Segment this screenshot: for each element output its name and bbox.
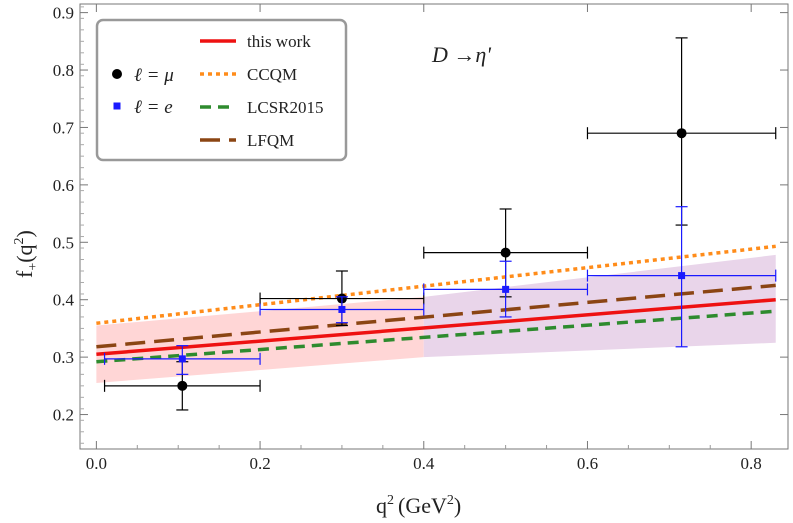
x-tick-label: 0.2 <box>249 454 270 473</box>
x-tick-label: 0.4 <box>413 454 435 473</box>
x-tick-label: 0.0 <box>86 454 107 473</box>
legend-item-ccqm: CCQM <box>200 65 297 84</box>
e-point-1 <box>103 345 261 375</box>
legend-item-lfqm: LFQM <box>200 131 294 150</box>
legend-item-lcsr2015: LCSR2015 <box>200 98 324 117</box>
y-tick-label: 0.5 <box>53 233 74 252</box>
legend-label: ℓ = μ <box>134 65 174 86</box>
y-tick-label: 0.6 <box>53 176 74 195</box>
curve-this-work <box>96 297 776 357</box>
legend-label: LCSR2015 <box>247 98 324 117</box>
mu-point-4 <box>586 37 777 226</box>
e-point-2 <box>259 296 425 324</box>
uncertainty-band-2 <box>423 254 776 358</box>
legend-box <box>95 18 348 162</box>
curve-lcsr2015 <box>96 309 776 364</box>
x-tick-label: 0.6 <box>577 454 598 473</box>
curve-lfqm <box>96 283 776 349</box>
mu-point-1 <box>103 361 261 411</box>
y-axis-ticks: 0.2 0.3 0.4 0.5 0.6 0.7 0.8 0.9 <box>53 4 788 444</box>
legend-label: CCQM <box>247 65 297 84</box>
data-points <box>103 37 777 411</box>
process-annotation: D →η' <box>431 42 491 67</box>
y-tick-label: 0.3 <box>53 348 74 367</box>
model-curves <box>96 244 776 364</box>
y-tick-label: 0.2 <box>53 406 74 425</box>
y-tick-label: 0.9 <box>53 4 74 23</box>
legend-label: ℓ = e <box>134 97 173 118</box>
legend-item-e: ℓ = e <box>113 97 173 118</box>
y-tick-label: 0.8 <box>53 61 74 80</box>
legend-item-mu: ℓ = μ <box>112 65 174 86</box>
legend-item-this-work: this work <box>200 32 311 51</box>
legend-marker <box>113 102 121 110</box>
x-tick-label: 0.8 <box>741 454 762 473</box>
legend-marker <box>112 69 122 79</box>
e-point-3 <box>423 260 589 318</box>
legend-label: LFQM <box>247 131 294 150</box>
y-tick-label: 0.7 <box>53 118 75 137</box>
x-axis-label: q2 (GeV2) <box>376 493 461 518</box>
x-axis-ticks: 0.0 0.2 0.4 0.6 0.8 <box>86 4 762 473</box>
e-point-4 <box>586 206 777 348</box>
y-axis-label: f+(q2) <box>12 230 41 278</box>
plot-frame <box>79 3 789 450</box>
legend: ℓ = μ ℓ = e this work CCQM LCSR2015 LFQM <box>95 18 348 162</box>
y-tick-label: 0.4 <box>53 291 75 310</box>
legend-label: this work <box>247 32 311 51</box>
curve-ccqm <box>96 244 776 325</box>
